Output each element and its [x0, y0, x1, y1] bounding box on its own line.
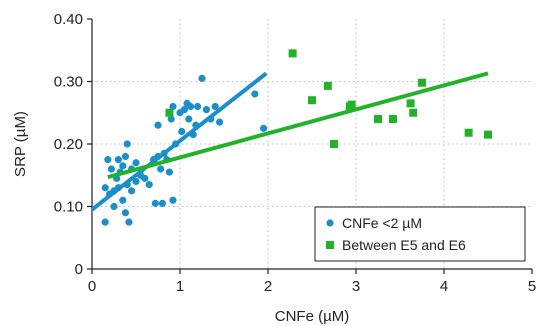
data-point — [484, 130, 492, 139]
data-point — [186, 102, 195, 111]
y-tick-label: 0.10 — [54, 199, 83, 216]
legend-label: CNFe <2 µM — [342, 215, 422, 231]
x-axis-label: CNFe (µM) — [275, 308, 349, 325]
data-point — [101, 184, 109, 192]
x-tick-label: 0 — [88, 278, 96, 295]
series-1 — [101, 74, 268, 226]
data-point — [180, 106, 188, 114]
data-point — [151, 199, 159, 207]
x-tick-label: 4 — [440, 278, 448, 295]
data-point — [211, 102, 219, 111]
data-point — [119, 196, 127, 204]
data-point — [167, 115, 175, 123]
data-point — [178, 127, 186, 136]
fit-line-1 — [90, 71, 268, 212]
legend: CNFe <2 µM Between E5 and E6 — [314, 206, 526, 262]
data-point — [119, 162, 127, 170]
data-point — [125, 218, 133, 226]
data-point — [110, 202, 118, 211]
y-axis-label: SRP (µM) — [12, 111, 29, 177]
data-point — [101, 218, 109, 226]
legend-swatch — [326, 219, 334, 227]
data-point — [128, 187, 136, 195]
data-point — [141, 174, 149, 182]
legend-box — [314, 206, 526, 262]
legend-item: CNFe <2 µM — [326, 215, 422, 231]
data-point — [330, 140, 338, 148]
data-point — [288, 49, 297, 58]
x-tick-label: 1 — [176, 278, 184, 295]
y-tick-label: 0 — [75, 261, 83, 278]
legend-swatch — [326, 241, 334, 249]
data-point — [185, 115, 193, 123]
data-point — [216, 118, 224, 126]
data-point — [121, 152, 130, 161]
data-point — [388, 115, 397, 123]
data-point — [251, 90, 259, 98]
y-tick-label: 0.40 — [54, 11, 83, 28]
x-tick-label: 2 — [264, 278, 272, 295]
data-point — [374, 115, 382, 123]
series-2 — [165, 49, 492, 148]
y-tick-label: 0.30 — [54, 74, 83, 91]
data-point — [154, 121, 162, 129]
data-point — [464, 128, 473, 137]
data-marks — [101, 49, 492, 226]
data-point — [165, 168, 174, 176]
data-point — [198, 74, 206, 82]
legend-item: Between E5 and E6 — [326, 237, 466, 253]
tick-labels: 0 1 2 3 4 5 0 0.10 0.20 0.30 0.40 — [54, 11, 536, 295]
data-point — [406, 99, 415, 108]
data-point — [158, 199, 166, 207]
data-point — [132, 177, 140, 186]
data-point — [347, 100, 356, 109]
legend-label: Between E5 and E6 — [342, 237, 466, 253]
data-point — [169, 196, 177, 204]
data-point — [260, 124, 268, 132]
data-point — [418, 78, 426, 87]
data-point — [308, 96, 316, 105]
y-tick-label: 0.20 — [54, 136, 83, 153]
data-point — [169, 102, 177, 111]
data-point — [107, 165, 115, 173]
data-point — [202, 106, 210, 114]
data-point — [145, 181, 153, 189]
data-point — [121, 209, 130, 217]
data-point — [114, 156, 122, 164]
axes — [87, 18, 533, 274]
data-point — [157, 165, 165, 173]
x-tick-label: 5 — [528, 278, 536, 295]
fit-line-2 — [107, 71, 489, 180]
data-point — [194, 102, 202, 111]
data-point — [165, 108, 174, 117]
data-point — [323, 81, 332, 90]
data-point — [409, 108, 418, 117]
data-point — [123, 140, 131, 148]
data-point — [132, 159, 140, 167]
data-point — [104, 156, 112, 164]
fit-lines — [90, 71, 489, 212]
x-tick-label: 3 — [352, 278, 360, 295]
